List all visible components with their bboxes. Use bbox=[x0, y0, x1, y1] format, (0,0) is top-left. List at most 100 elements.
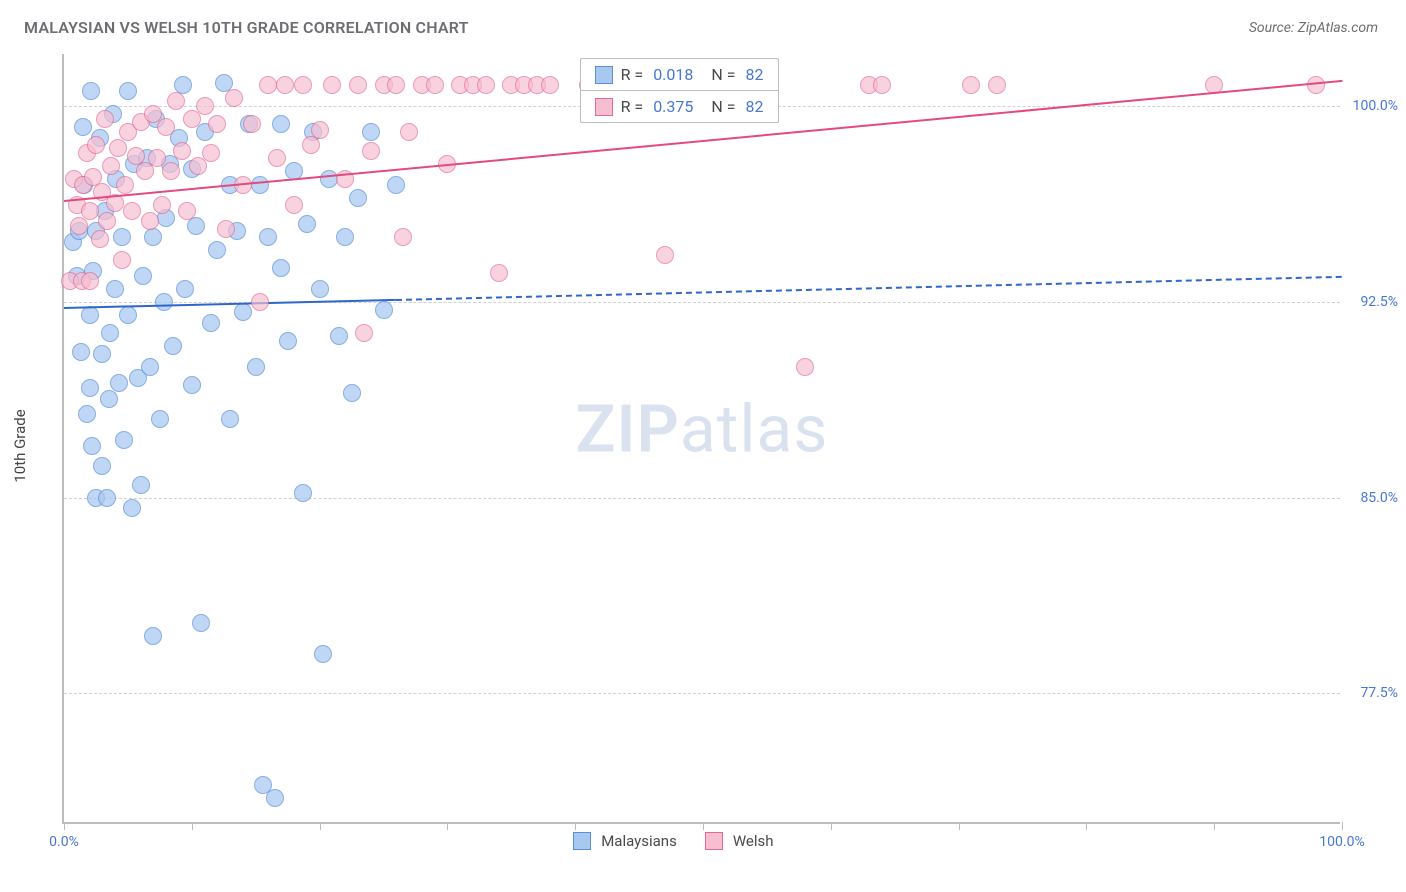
trend-line bbox=[64, 299, 396, 309]
legend-swatch bbox=[705, 832, 723, 850]
data-point bbox=[320, 170, 338, 188]
y-axis-label: 10th Grade bbox=[11, 409, 29, 482]
data-point bbox=[106, 280, 124, 298]
data-point bbox=[272, 259, 290, 277]
data-point bbox=[151, 410, 169, 428]
data-point bbox=[202, 144, 220, 162]
data-point bbox=[349, 189, 367, 207]
x-tick bbox=[831, 822, 832, 830]
data-point bbox=[873, 76, 891, 94]
data-point bbox=[279, 332, 297, 350]
chart-source: Source: ZipAtlas.com bbox=[1249, 20, 1378, 36]
data-point bbox=[247, 358, 265, 376]
data-point bbox=[962, 76, 980, 94]
gridline bbox=[64, 693, 1340, 694]
data-point bbox=[362, 123, 380, 141]
data-point bbox=[81, 306, 99, 324]
data-point bbox=[217, 220, 235, 238]
data-point bbox=[164, 337, 182, 355]
data-point bbox=[208, 115, 226, 133]
data-point bbox=[330, 327, 348, 345]
data-point bbox=[221, 410, 239, 428]
data-point bbox=[83, 437, 101, 455]
data-point bbox=[387, 176, 405, 194]
data-point bbox=[93, 457, 111, 475]
data-point bbox=[259, 76, 277, 94]
x-tick bbox=[1086, 822, 1087, 830]
data-point bbox=[187, 217, 205, 235]
legend-n-value: 82 bbox=[746, 65, 764, 84]
data-point bbox=[82, 82, 100, 100]
data-point bbox=[96, 110, 114, 128]
legend-label: Welsh bbox=[733, 832, 774, 850]
data-point bbox=[988, 76, 1006, 94]
data-point bbox=[183, 376, 201, 394]
stats-legend-row: R =0.375N =82 bbox=[581, 91, 778, 122]
data-point bbox=[144, 627, 162, 645]
data-point bbox=[110, 374, 128, 392]
data-point bbox=[387, 76, 405, 94]
legend-label: Malaysians bbox=[601, 832, 677, 850]
data-point bbox=[141, 358, 159, 376]
data-point bbox=[157, 118, 175, 136]
legend-swatch bbox=[595, 98, 613, 116]
data-point bbox=[81, 379, 99, 397]
y-tick-label: 85.0% bbox=[1344, 490, 1398, 506]
data-point bbox=[268, 149, 286, 167]
data-point bbox=[394, 228, 412, 246]
data-point bbox=[100, 390, 118, 408]
data-point bbox=[796, 358, 814, 376]
data-point bbox=[119, 306, 137, 324]
data-point bbox=[81, 202, 99, 220]
data-point bbox=[196, 97, 214, 115]
data-point bbox=[272, 115, 290, 133]
data-point bbox=[119, 82, 137, 100]
data-point bbox=[541, 76, 559, 94]
data-point bbox=[113, 228, 131, 246]
x-tick-label: 100.0% bbox=[1319, 834, 1364, 850]
x-tick bbox=[575, 822, 576, 830]
data-point bbox=[302, 136, 320, 154]
data-point bbox=[70, 217, 88, 235]
data-point bbox=[202, 314, 220, 332]
data-point bbox=[426, 76, 444, 94]
data-point bbox=[115, 431, 133, 449]
legend-r-value: 0.018 bbox=[653, 65, 693, 84]
x-tick bbox=[1342, 822, 1343, 830]
data-point bbox=[87, 136, 105, 154]
y-tick-label: 100.0% bbox=[1344, 98, 1398, 114]
x-tick bbox=[192, 822, 193, 830]
data-point bbox=[323, 76, 341, 94]
data-point bbox=[176, 280, 194, 298]
data-point bbox=[234, 303, 252, 321]
data-point bbox=[243, 115, 261, 133]
legend-n-label: N = bbox=[711, 65, 735, 84]
x-tick bbox=[447, 822, 448, 830]
data-point bbox=[285, 196, 303, 214]
x-tick bbox=[703, 822, 704, 830]
data-point bbox=[98, 212, 116, 230]
data-point bbox=[132, 476, 150, 494]
series-legend: Malaysians Welsh bbox=[573, 832, 791, 850]
data-point bbox=[311, 280, 329, 298]
data-point bbox=[167, 92, 185, 110]
data-point bbox=[98, 489, 116, 507]
data-point bbox=[173, 142, 191, 160]
watermark: ZIPatlas bbox=[576, 392, 829, 469]
data-point bbox=[362, 142, 380, 160]
data-point bbox=[251, 176, 269, 194]
data-point bbox=[78, 405, 96, 423]
data-point bbox=[400, 123, 418, 141]
data-point bbox=[276, 76, 294, 94]
data-point bbox=[225, 89, 243, 107]
data-point bbox=[477, 76, 495, 94]
legend-r-label: R = bbox=[621, 97, 644, 116]
legend-r-label: R = bbox=[621, 65, 644, 84]
stats-legend: R =0.018N =82R =0.375N =82 bbox=[580, 58, 779, 123]
data-point bbox=[355, 324, 373, 342]
data-point bbox=[134, 267, 152, 285]
legend-n-label: N = bbox=[711, 97, 735, 116]
data-point bbox=[294, 76, 312, 94]
legend-r-value: 0.375 bbox=[653, 97, 693, 116]
data-point bbox=[178, 202, 196, 220]
